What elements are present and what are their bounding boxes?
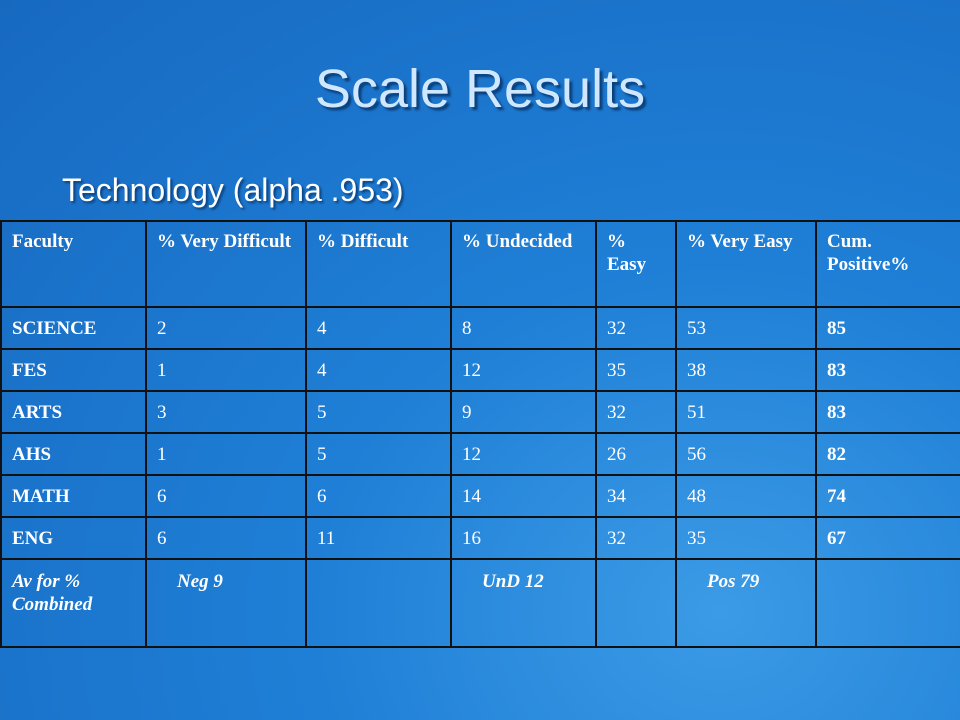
footer-undecided: UnD 12 xyxy=(450,558,597,648)
data-cell: 11 xyxy=(305,516,452,560)
data-cell: 1 xyxy=(145,432,307,476)
empty-cell xyxy=(595,558,677,648)
data-cell: 56 xyxy=(675,432,817,476)
data-cell: 83 xyxy=(815,348,960,392)
header-cell: Cum. Positive% xyxy=(815,220,960,308)
data-row: SCIENCE 2 4 8 32 53 85 xyxy=(0,306,960,350)
row-label: ARTS xyxy=(0,390,147,434)
results-table: Faculty% Very Difficult% Difficult% Unde… xyxy=(0,220,960,648)
data-cell: 4 xyxy=(305,306,452,350)
data-cell: 5 xyxy=(305,390,452,434)
data-cell: 1 xyxy=(145,348,307,392)
data-cell: 67 xyxy=(815,516,960,560)
row-label: AHS xyxy=(0,432,147,476)
data-row: FES 1 4 12 35 38 83 xyxy=(0,348,960,392)
footer-negative: Neg 9 xyxy=(145,558,307,648)
data-cell: 6 xyxy=(145,516,307,560)
data-cell: 26 xyxy=(595,432,677,476)
footer-positive: Pos 79 xyxy=(675,558,817,648)
data-cell: 35 xyxy=(595,348,677,392)
data-cell: 6 xyxy=(305,474,452,518)
data-cell: 6 xyxy=(145,474,307,518)
header-cell: % Difficult xyxy=(305,220,452,308)
data-cell: 38 xyxy=(675,348,817,392)
data-cell: 82 xyxy=(815,432,960,476)
data-row: ENG 6 11 16 32 35 67 xyxy=(0,516,960,560)
data-cell: 14 xyxy=(450,474,597,518)
data-row: ARTS 3 5 9 32 51 83 xyxy=(0,390,960,434)
row-label: MATH xyxy=(0,474,147,518)
data-cell: 3 xyxy=(145,390,307,434)
header-cell: % Very Easy xyxy=(675,220,817,308)
header-cell: Faculty xyxy=(0,220,147,308)
data-cell: 12 xyxy=(450,348,597,392)
header-cell: % Easy xyxy=(595,220,677,308)
row-label: SCIENCE xyxy=(0,306,147,350)
data-cell: 35 xyxy=(675,516,817,560)
data-cell: 53 xyxy=(675,306,817,350)
footer-row: Av for % Combined Neg 9 UnD 12 Pos 79 xyxy=(0,558,960,648)
footer-label: Av for % Combined xyxy=(0,558,147,648)
data-cell: 16 xyxy=(450,516,597,560)
row-label: ENG xyxy=(0,516,147,560)
header-row: Faculty% Very Difficult% Difficult% Unde… xyxy=(0,220,960,308)
data-cell: 51 xyxy=(675,390,817,434)
empty-cell xyxy=(305,558,452,648)
data-cell: 85 xyxy=(815,306,960,350)
empty-cell xyxy=(815,558,960,648)
data-cell: 34 xyxy=(595,474,677,518)
data-cell: 5 xyxy=(305,432,452,476)
data-cell: 12 xyxy=(450,432,597,476)
data-cell: 2 xyxy=(145,306,307,350)
header-cell: % Very Difficult xyxy=(145,220,307,308)
data-cell: 32 xyxy=(595,390,677,434)
data-cell: 32 xyxy=(595,516,677,560)
data-cell: 4 xyxy=(305,348,452,392)
header-cell: % Undecided xyxy=(450,220,597,308)
data-row: MATH 6 6 14 34 48 74 xyxy=(0,474,960,518)
row-label: FES xyxy=(0,348,147,392)
data-cell: 8 xyxy=(450,306,597,350)
data-cell: 32 xyxy=(595,306,677,350)
data-cell: 74 xyxy=(815,474,960,518)
data-cell: 48 xyxy=(675,474,817,518)
slide-title: Scale Results xyxy=(314,59,646,119)
data-cell: 83 xyxy=(815,390,960,434)
slide-subtitle: Technology (alpha .953) xyxy=(62,172,404,208)
data-row: AHS 1 5 12 26 56 82 xyxy=(0,432,960,476)
data-cell: 9 xyxy=(450,390,597,434)
